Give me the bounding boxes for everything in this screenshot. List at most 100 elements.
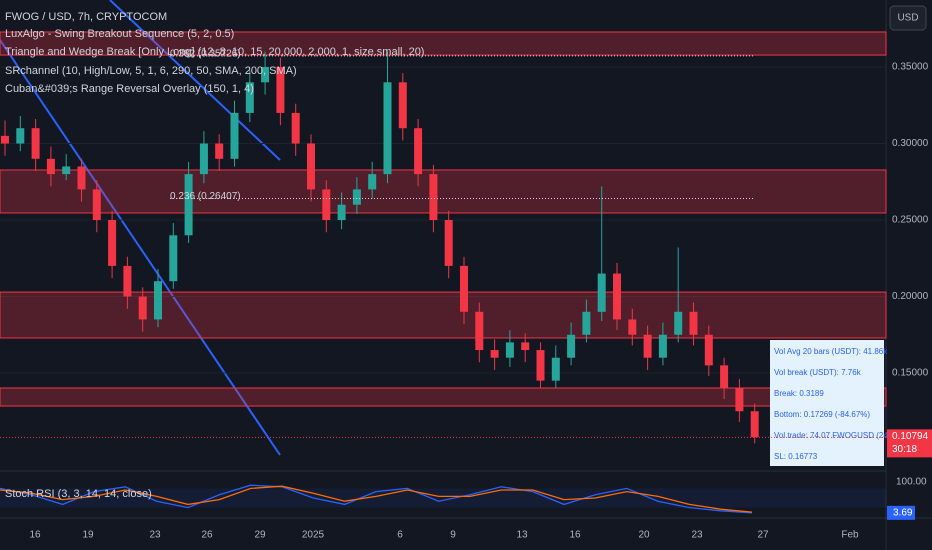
rsi-k — [0, 484, 753, 514]
rsi-last: 3.69 — [893, 507, 913, 518]
x-label: 29 — [254, 530, 266, 541]
candle-body — [475, 311, 484, 351]
x-label: 2025 — [302, 530, 325, 541]
candle-body — [414, 128, 423, 175]
candle-body — [567, 334, 576, 358]
candle-body — [154, 281, 162, 320]
candle-body — [551, 357, 560, 381]
candle-body — [16, 128, 25, 144]
x-label: 26 — [201, 530, 213, 541]
candle-body — [597, 273, 606, 312]
candle-body — [108, 220, 117, 266]
info-text: SL: 0.16773 — [774, 452, 818, 461]
candle-body — [613, 273, 621, 320]
indicator: LuxAlgo - Swing Breakout Sequence (5, 2,… — [5, 28, 234, 40]
candle-body — [429, 174, 438, 221]
candle-body — [521, 342, 530, 351]
last-price: 0.10794 — [892, 431, 929, 442]
candle-body — [230, 112, 239, 159]
info-box — [770, 340, 884, 466]
price-label: 0.35000 — [892, 62, 929, 73]
rsi-last-tag — [887, 505, 915, 520]
rsi-title: Stoch RSI (3, 3, 14, 14, close) — [5, 488, 152, 500]
rsi-top-label: 100.00 — [896, 477, 927, 488]
fib-label: 0.236 (0.26407) — [170, 191, 241, 202]
x-label: Feb — [841, 530, 859, 541]
x-label: 9 — [450, 530, 456, 541]
candle-body — [199, 143, 208, 175]
x-label: 23 — [691, 530, 703, 541]
info-text: Vol trade: 74.07 FWOGUSD (24 USDT) — [774, 431, 915, 440]
sr-zone — [0, 387, 887, 407]
candle-body — [337, 204, 346, 221]
x-label: 16 — [569, 530, 581, 541]
last-price-tag — [887, 429, 932, 458]
candle-body — [582, 311, 591, 335]
x-label: 20 — [638, 530, 650, 541]
candle-body — [536, 350, 545, 381]
x-label: 16 — [29, 530, 41, 541]
trend-line — [109, 0, 281, 161]
sr-zone — [0, 169, 887, 214]
sr-zone — [0, 291, 887, 339]
candle-body — [490, 350, 499, 358]
x-label: 27 — [757, 530, 769, 541]
price-label: 0.15000 — [892, 368, 929, 379]
trend-line — [0, 39, 281, 456]
candle-body — [444, 220, 453, 266]
candle-body — [628, 319, 637, 335]
candle-body — [720, 365, 729, 389]
candle-body — [1, 135, 9, 144]
candle-body — [689, 311, 698, 335]
candle-body — [368, 174, 377, 190]
countdown: 30:18 — [892, 444, 917, 455]
sr-zone — [0, 31, 887, 56]
candle-body — [383, 82, 392, 175]
candle-body — [245, 82, 254, 113]
candle-body — [643, 334, 652, 358]
currency[interactable]: USD — [897, 13, 918, 24]
indicator: Triangle and Wedge Break [Only Long] (12… — [5, 46, 424, 58]
candle-body — [276, 67, 285, 113]
info-text: Break: 0.3189 — [774, 389, 824, 398]
info-text: Bottom: 0.17269 (-84.67%) — [774, 410, 870, 419]
candle-body — [62, 166, 71, 175]
price-label: 0.20000 — [892, 291, 929, 302]
candle-body — [704, 334, 713, 366]
indicator: Cuban&#039;s Range Reversal Overlay (150… — [5, 83, 254, 95]
price-label: 0.30000 — [892, 138, 929, 149]
currency-button[interactable] — [889, 5, 927, 31]
candle-body — [750, 411, 759, 438]
price-label: 0.25000 — [892, 215, 929, 226]
indicator: SRchannel (10, High/Low, 5, 1, 6, 290, 5… — [5, 65, 297, 77]
candle-body — [352, 189, 361, 205]
rsi-d — [0, 485, 753, 513]
candle-body — [674, 311, 683, 335]
candle-body — [658, 334, 667, 358]
x-label: 6 — [397, 530, 403, 541]
candle-body — [46, 158, 55, 175]
candle-body — [123, 265, 132, 297]
candle-body — [505, 342, 514, 358]
candle-body — [261, 67, 270, 83]
x-axis: 16 19 23 26 29 2025 6 9 13 16 20 23 27 F… — [29, 530, 859, 541]
x-label: 13 — [516, 530, 528, 541]
candle-body — [291, 112, 300, 144]
chart-title: FWOG / USD, 7h, CRYPTOCOM — [5, 11, 167, 23]
candle-body — [307, 143, 315, 190]
candle-body — [460, 265, 468, 312]
candle-body — [215, 143, 224, 159]
candle-body — [735, 388, 744, 412]
candle-body — [322, 189, 331, 221]
candle-body — [169, 235, 178, 282]
fib-label: 0.382 (0.35726) — [170, 49, 241, 60]
candle-body — [92, 189, 101, 221]
candle-body — [184, 174, 193, 236]
info-text: Vol break (USDT): 7.76k — [774, 368, 862, 377]
candle-body — [31, 128, 40, 159]
x-label: 19 — [82, 530, 94, 541]
info-text: Vol Avg 20 bars (USDT): 41.86k — [774, 347, 888, 356]
x-label: 23 — [149, 530, 161, 541]
